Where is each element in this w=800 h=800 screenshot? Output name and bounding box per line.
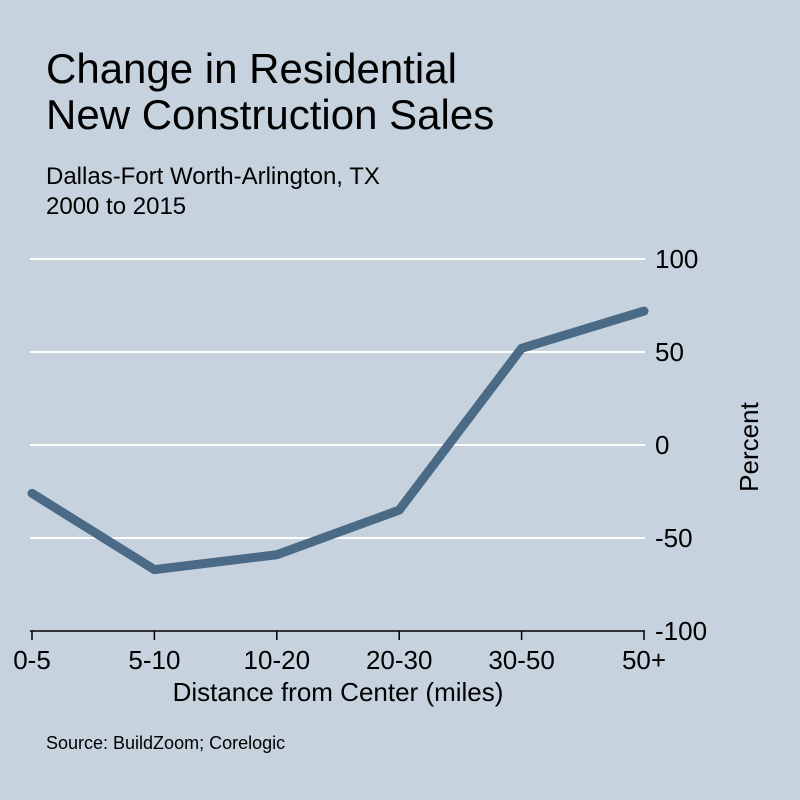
chart-subtitle-location: Dallas-Fort Worth-Arlington, TX bbox=[46, 163, 380, 190]
chart-title-line-1: Change in Residential bbox=[46, 45, 457, 92]
x-tick-label: 30-50 bbox=[488, 645, 555, 675]
x-axis: 0-5 5-10 10-20 20-30 30-50 50+ bbox=[13, 630, 666, 675]
y-tick-label: -50 bbox=[655, 523, 693, 553]
x-axis-label: Distance from Center (miles) bbox=[173, 677, 504, 707]
series-line bbox=[27, 306, 649, 575]
chart-subtitle-period: 2000 to 2015 bbox=[46, 193, 187, 220]
y-tick-label: 100 bbox=[655, 244, 698, 274]
source-note: Source: BuildZoom; Corelogic bbox=[46, 733, 286, 753]
y-tick-label: 50 bbox=[655, 337, 684, 367]
y-axis-label: Percent bbox=[734, 401, 764, 491]
y-tick-label: 0 bbox=[655, 430, 669, 460]
x-tick-label: 20-30 bbox=[366, 645, 433, 675]
x-tick-label: 0-5 bbox=[13, 645, 51, 675]
x-tick-label: 5-10 bbox=[128, 645, 180, 675]
y-axis-tick-labels: 100 50 0 -50 -100 bbox=[655, 244, 707, 646]
series-layer bbox=[27, 306, 649, 575]
chart-title-line-2: New Construction Sales bbox=[46, 91, 495, 138]
gridlines bbox=[30, 258, 645, 539]
y-tick-label: -100 bbox=[655, 616, 707, 646]
x-tick-label: 10-20 bbox=[244, 645, 311, 675]
chart-subtitle: Dallas-Fort Worth-Arlington, TX 2000 to … bbox=[46, 162, 380, 222]
chart-title: Change in Residential New Construction S… bbox=[46, 46, 494, 138]
x-tick-label: 50+ bbox=[622, 645, 666, 675]
